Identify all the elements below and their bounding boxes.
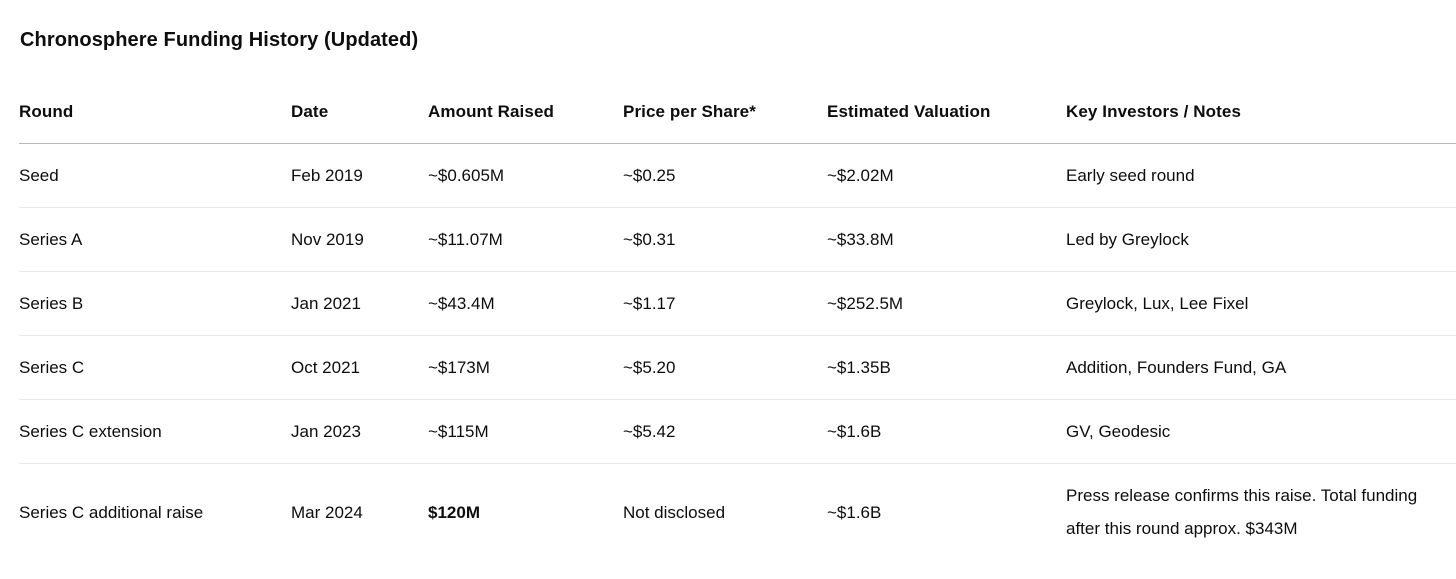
cell-notes: GV, Geodesic [1066,422,1171,441]
cell-price-per-share: ~$5.42 [623,422,676,441]
table-row: Seed Feb 2019 ~$0.605M ~$0.25 ~$2.02M Ea… [19,144,1456,208]
cell-amount-raised: ~$43.4M [428,294,495,313]
cell-notes: Led by Greylock [1066,230,1189,249]
funding-history-table: Round Date Amount Raised Price per Share… [19,80,1456,560]
table-row: Series C Oct 2021 ~$173M ~$5.20 ~$1.35B … [19,336,1456,400]
cell-round: Series C extension [19,422,162,441]
cell-date: Jan 2023 [291,422,361,441]
cell-estimated-valuation: ~$1.35B [827,358,891,377]
table-row: Series B Jan 2021 ~$43.4M ~$1.17 ~$252.5… [19,272,1456,336]
cell-amount-raised: ~$11.07M [428,230,503,249]
cell-estimated-valuation: ~$1.6B [827,422,882,441]
cell-round: Series B [19,294,84,313]
cell-date: Mar 2024 [291,502,363,522]
cell-date: Nov 2019 [291,230,364,249]
column-header-round: Round [19,80,291,144]
column-header-estimated-valuation: Estimated Valuation [827,80,1066,144]
cell-price-per-share: ~$5.20 [623,358,676,377]
cell-price-per-share: Not disclosed [623,502,726,522]
table-row: Series C additional raise Mar 2024 $120M… [19,464,1456,561]
cell-notes: Press release confirms this raise. Total… [1066,486,1418,538]
cell-date: Oct 2021 [291,358,360,377]
table-header: Round Date Amount Raised Price per Share… [19,80,1456,144]
column-header-date: Date [291,80,428,144]
table-row: Series A Nov 2019 ~$11.07M ~$0.31 ~$33.8… [19,208,1456,272]
cell-date: Jan 2021 [291,294,361,313]
cell-notes: Addition, Founders Fund, GA [1066,358,1287,377]
cell-date: Feb 2019 [291,166,363,185]
page-title: Chronosphere Funding History (Updated) [20,29,419,51]
cell-amount-raised: ~$115M [428,422,489,441]
column-header-key-investors-notes: Key Investors / Notes [1066,80,1456,144]
cell-notes: Greylock, Lux, Lee Fixel [1066,294,1249,313]
cell-amount-raised: ~$0.605M [428,166,505,185]
cell-round: Seed [19,166,59,185]
cell-round: Series C additional raise [19,502,204,522]
cell-estimated-valuation: ~$1.6B [827,502,882,522]
cell-amount-raised: ~$173M [428,358,490,377]
cell-round: Series C [19,358,85,377]
cell-amount-raised: $120M [428,502,480,522]
cell-estimated-valuation: ~$33.8M [827,230,894,249]
cell-price-per-share: ~$0.25 [623,166,676,185]
header-row: Round Date Amount Raised Price per Share… [19,80,1456,144]
cell-round: Series A [19,230,83,249]
table-body: Seed Feb 2019 ~$0.605M ~$0.25 ~$2.02M Ea… [19,144,1456,561]
column-header-price-per-share: Price per Share* [623,80,827,144]
cell-price-per-share: ~$1.17 [623,294,676,313]
cell-notes: Early seed round [1066,166,1195,185]
cell-estimated-valuation: ~$252.5M [827,294,904,313]
column-header-amount-raised: Amount Raised [428,80,623,144]
table-row: Series C extension Jan 2023 ~$115M ~$5.4… [19,400,1456,464]
cell-price-per-share: ~$0.31 [623,230,676,249]
cell-estimated-valuation: ~$2.02M [827,166,894,185]
